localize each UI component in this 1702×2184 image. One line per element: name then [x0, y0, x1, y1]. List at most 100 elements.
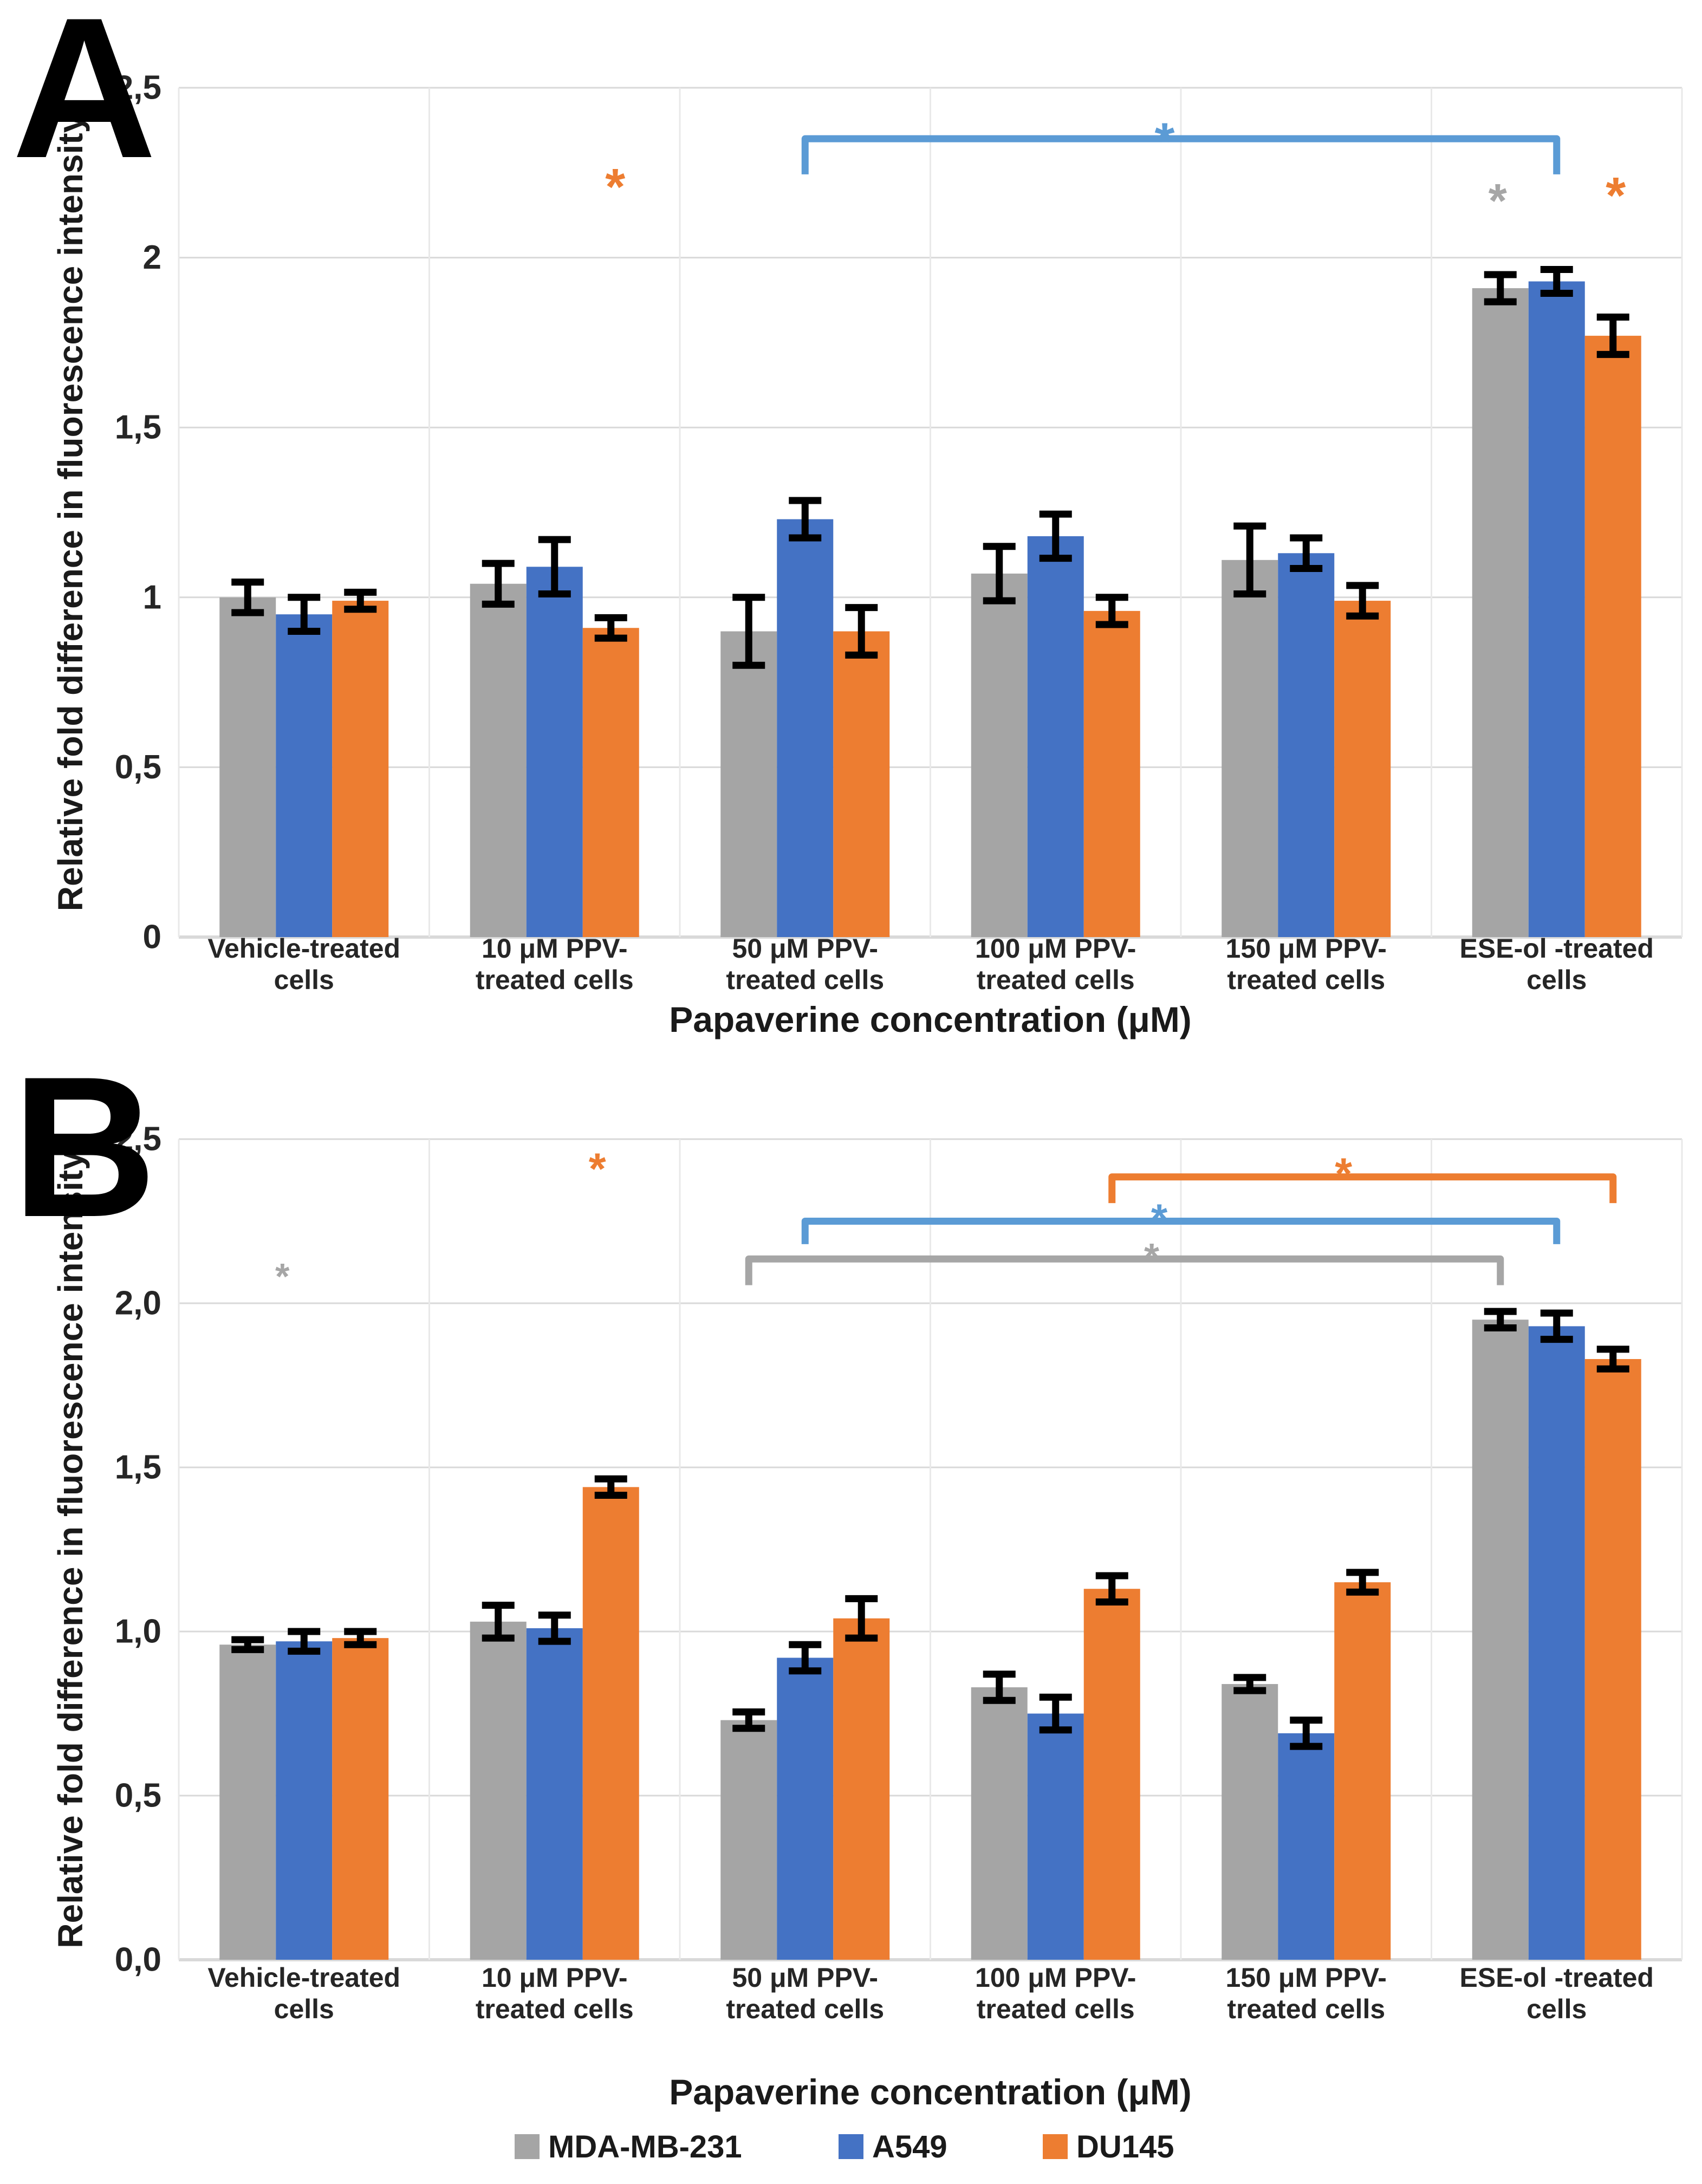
legend: MDA-MB-231 A549 DU145	[515, 2129, 1174, 2164]
x-category-label: cells	[274, 965, 334, 995]
x-category-label: Vehicle-treated	[207, 933, 400, 964]
y-tick-label: 1,5	[115, 409, 161, 446]
panel-B: 2,52,01,51,00,50,0 Vehicle-treatedcells10…	[12, 1035, 1683, 2112]
y-tick-label: 2,5	[115, 1121, 161, 1158]
bar-DU145	[1584, 335, 1641, 938]
significance-asterisk: *	[1489, 174, 1508, 227]
y-tick-label: 1,5	[115, 1449, 161, 1486]
x-category-label: treated cells	[977, 965, 1135, 995]
significance-bracket	[745, 1255, 1504, 1285]
bracket-asterisk: *	[1151, 1195, 1168, 1243]
bar-A549	[526, 567, 583, 937]
x-category-label: treated cells	[476, 965, 634, 995]
legend-swatch-A549	[839, 2134, 863, 2159]
x-category-label: cells	[1526, 965, 1587, 995]
bar-DU145	[833, 1618, 890, 1960]
bar-MDA-MB-231	[1222, 1683, 1278, 1960]
bar-A549	[1278, 553, 1335, 937]
bar-A549	[526, 1628, 583, 1960]
x-category-label: treated cells	[1227, 1994, 1385, 2024]
bar-DU145	[1334, 601, 1391, 937]
legend-label-A549: A549	[872, 2129, 947, 2164]
y-tick-label: 2,0	[115, 1285, 161, 1322]
y-tick-label: 2,5	[115, 69, 161, 107]
x-category-label: 10 μM PPV-	[482, 933, 628, 964]
significance-bracket	[1108, 1173, 1617, 1204]
bar-DU145	[582, 628, 639, 937]
bar-MDA-MB-231	[470, 1621, 527, 1960]
y-tick-label: 0,5	[115, 1777, 161, 1815]
bar-A549	[777, 519, 834, 937]
significance-asterisk: *	[589, 1145, 606, 1194]
x-category-label: 50 μM PPV-	[732, 933, 878, 964]
x-category-label: treated cells	[977, 1994, 1135, 2024]
bar-DU145	[1334, 1582, 1391, 1960]
bar-MDA-MB-231	[1222, 560, 1278, 937]
x-category-label: ESE-ol -treated	[1460, 933, 1654, 964]
x-category-label: treated cells	[726, 965, 884, 995]
legend-label-DU145: DU145	[1076, 2129, 1174, 2164]
significance-asterisk: *	[275, 1256, 290, 1297]
panel-letter-B: B	[12, 1035, 157, 1259]
bar-A549	[777, 1658, 834, 1960]
bar-MDA-MB-231	[219, 597, 276, 937]
bar-MDA-MB-231	[720, 631, 777, 937]
bar-A549	[1027, 536, 1084, 937]
x-axis-title: Papaverine concentration (μM)	[669, 2072, 1192, 2112]
x-category-label: 50 μM PPV-	[732, 1962, 878, 1993]
x-category-label: treated cells	[726, 1994, 884, 2024]
x-category-label: 10 μM PPV-	[482, 1962, 628, 1993]
x-category-label: 150 μM PPV-	[1226, 1962, 1387, 1993]
y-tick-label: 0	[143, 919, 161, 956]
bar-DU145	[582, 1487, 639, 1960]
legend-label-MDA-MB-231: MDA-MB-231	[548, 2129, 742, 2164]
x-category-label: Vehicle-treated	[207, 1962, 400, 1993]
bar-MDA-MB-231	[219, 1644, 276, 1960]
x-category-label: cells	[274, 1994, 334, 2024]
y-tick-label: 2	[143, 239, 161, 276]
x-category-label: treated cells	[476, 1994, 634, 2024]
bar-A549	[1528, 281, 1585, 937]
significance-asterisk: *	[605, 158, 625, 216]
y-axis-title: Relative fold difference in fluorescence…	[51, 1150, 90, 1948]
x-category-label: treated cells	[1227, 965, 1385, 995]
bar-MDA-MB-231	[1472, 1320, 1529, 1960]
bar-A549	[276, 614, 333, 937]
bar-DU145	[1083, 1589, 1140, 1960]
x-category-label: cells	[1526, 1994, 1587, 2024]
bar-MDA-MB-231	[971, 573, 1028, 937]
y-axis-title: Relative fold difference in fluorescence…	[51, 113, 90, 911]
bar-MDA-MB-231	[971, 1687, 1028, 1960]
bar-A549	[1027, 1713, 1084, 1960]
bar-DU145	[833, 631, 890, 937]
bar-DU145	[332, 1638, 389, 1960]
x-category-label: ESE-ol -treated	[1460, 1962, 1654, 1993]
y-tick-label: 1,0	[115, 1613, 161, 1650]
bar-DU145	[1584, 1359, 1641, 1960]
bracket-asterisk: *	[1335, 1149, 1352, 1199]
panel-letter-A: A	[12, 0, 157, 200]
y-tick-label: 0,5	[115, 749, 161, 786]
bar-DU145	[1083, 610, 1140, 937]
bar-MDA-MB-231	[720, 1720, 777, 1960]
bar-MDA-MB-231	[1472, 288, 1529, 937]
x-category-label: 150 μM PPV-	[1226, 933, 1387, 964]
significance-asterisk: *	[1606, 167, 1626, 224]
y-tick-label: 0,0	[115, 1941, 161, 1979]
bar-A549	[276, 1641, 333, 1960]
legend-swatch-MDA-MB-231	[515, 2134, 540, 2159]
bar-A549	[1278, 1733, 1335, 1960]
bracket-asterisk: *	[1144, 1236, 1159, 1279]
bar-DU145	[332, 601, 389, 937]
significance-bracket	[801, 1218, 1561, 1244]
x-category-label: 100 μM PPV-	[975, 1962, 1136, 1993]
bar-A549	[1528, 1326, 1585, 1960]
y-tick-label: 1	[143, 578, 161, 616]
significance-bracket	[801, 135, 1561, 174]
bracket-asterisk: *	[1155, 112, 1175, 170]
bar-MDA-MB-231	[470, 583, 527, 937]
x-category-label: 100 μM PPV-	[975, 933, 1136, 964]
